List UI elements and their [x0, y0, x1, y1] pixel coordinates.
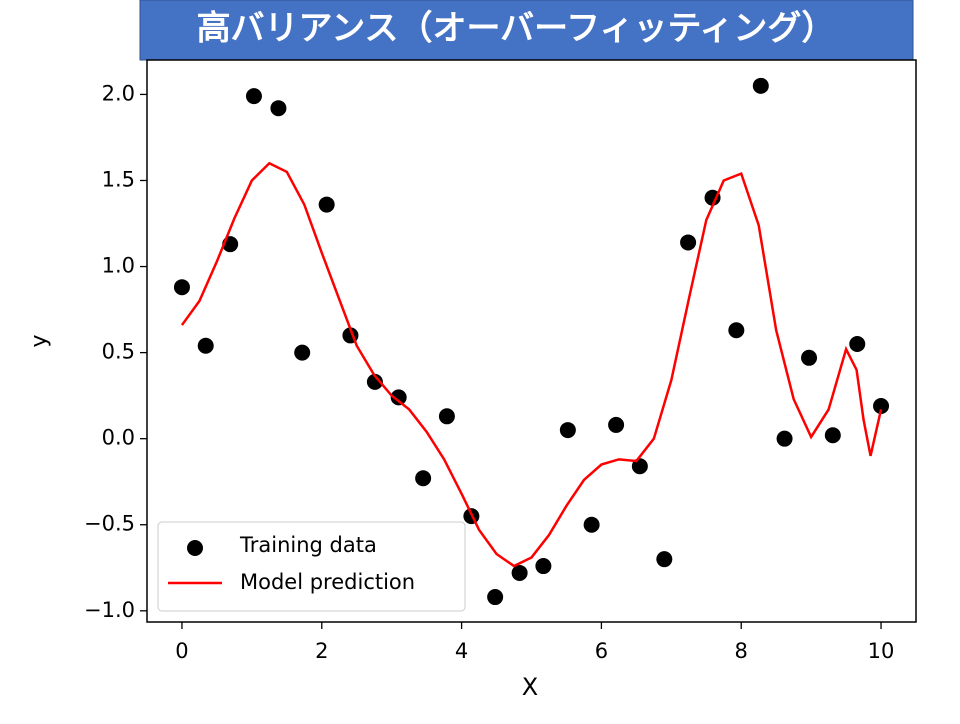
x-tick-label: 10 — [868, 639, 895, 663]
legend-marker — [187, 540, 203, 556]
data-point — [487, 589, 504, 606]
data-point — [849, 336, 866, 353]
y-tick-label: −0.5 — [84, 512, 135, 536]
data-point — [752, 77, 769, 94]
data-point — [680, 234, 697, 251]
data-point — [390, 389, 407, 406]
prediction-line — [180, 161, 883, 568]
y-tick-label: 2.0 — [102, 81, 135, 105]
data-point — [728, 322, 745, 339]
legend-label: Model prediction — [240, 570, 415, 594]
legend-label: Training data — [239, 533, 377, 557]
y-tick-label: 1.0 — [102, 254, 135, 278]
data-point — [801, 349, 818, 366]
data-point — [197, 337, 214, 354]
data-point — [535, 558, 552, 575]
data-point — [873, 397, 890, 414]
data-point — [294, 344, 311, 361]
plot-frame — [146, 59, 917, 623]
y-axis-label: y — [27, 334, 52, 347]
y-tick-label: 1.5 — [102, 167, 135, 191]
title-banner — [139, 0, 914, 61]
legend-box — [157, 521, 466, 612]
x-tick-label: 6 — [595, 639, 608, 663]
data-point — [438, 408, 455, 425]
y-tick-label: 0.5 — [102, 340, 135, 364]
chart-title: 高バリアンス（オーバーフィッティング） — [197, 9, 836, 49]
data-point — [173, 279, 190, 296]
data-point — [608, 416, 625, 433]
data-point — [511, 564, 528, 581]
y-tick-label: 0.0 — [102, 426, 135, 450]
data-point — [583, 516, 600, 533]
x-axis-label: X — [522, 673, 538, 701]
data-point — [318, 196, 335, 213]
data-point — [366, 373, 383, 390]
x-tick-label: 4 — [455, 639, 468, 663]
data-point — [415, 470, 432, 487]
y-tick-label: −1.0 — [84, 598, 135, 622]
x-tick-label: 8 — [735, 639, 748, 663]
x-tick-label: 2 — [315, 639, 328, 663]
x-tick-label: 0 — [175, 639, 188, 663]
data-point — [559, 422, 576, 439]
data-point — [776, 430, 793, 447]
data-point — [656, 551, 673, 568]
data-point — [270, 100, 287, 117]
data-point — [824, 427, 841, 444]
data-point — [245, 88, 262, 105]
